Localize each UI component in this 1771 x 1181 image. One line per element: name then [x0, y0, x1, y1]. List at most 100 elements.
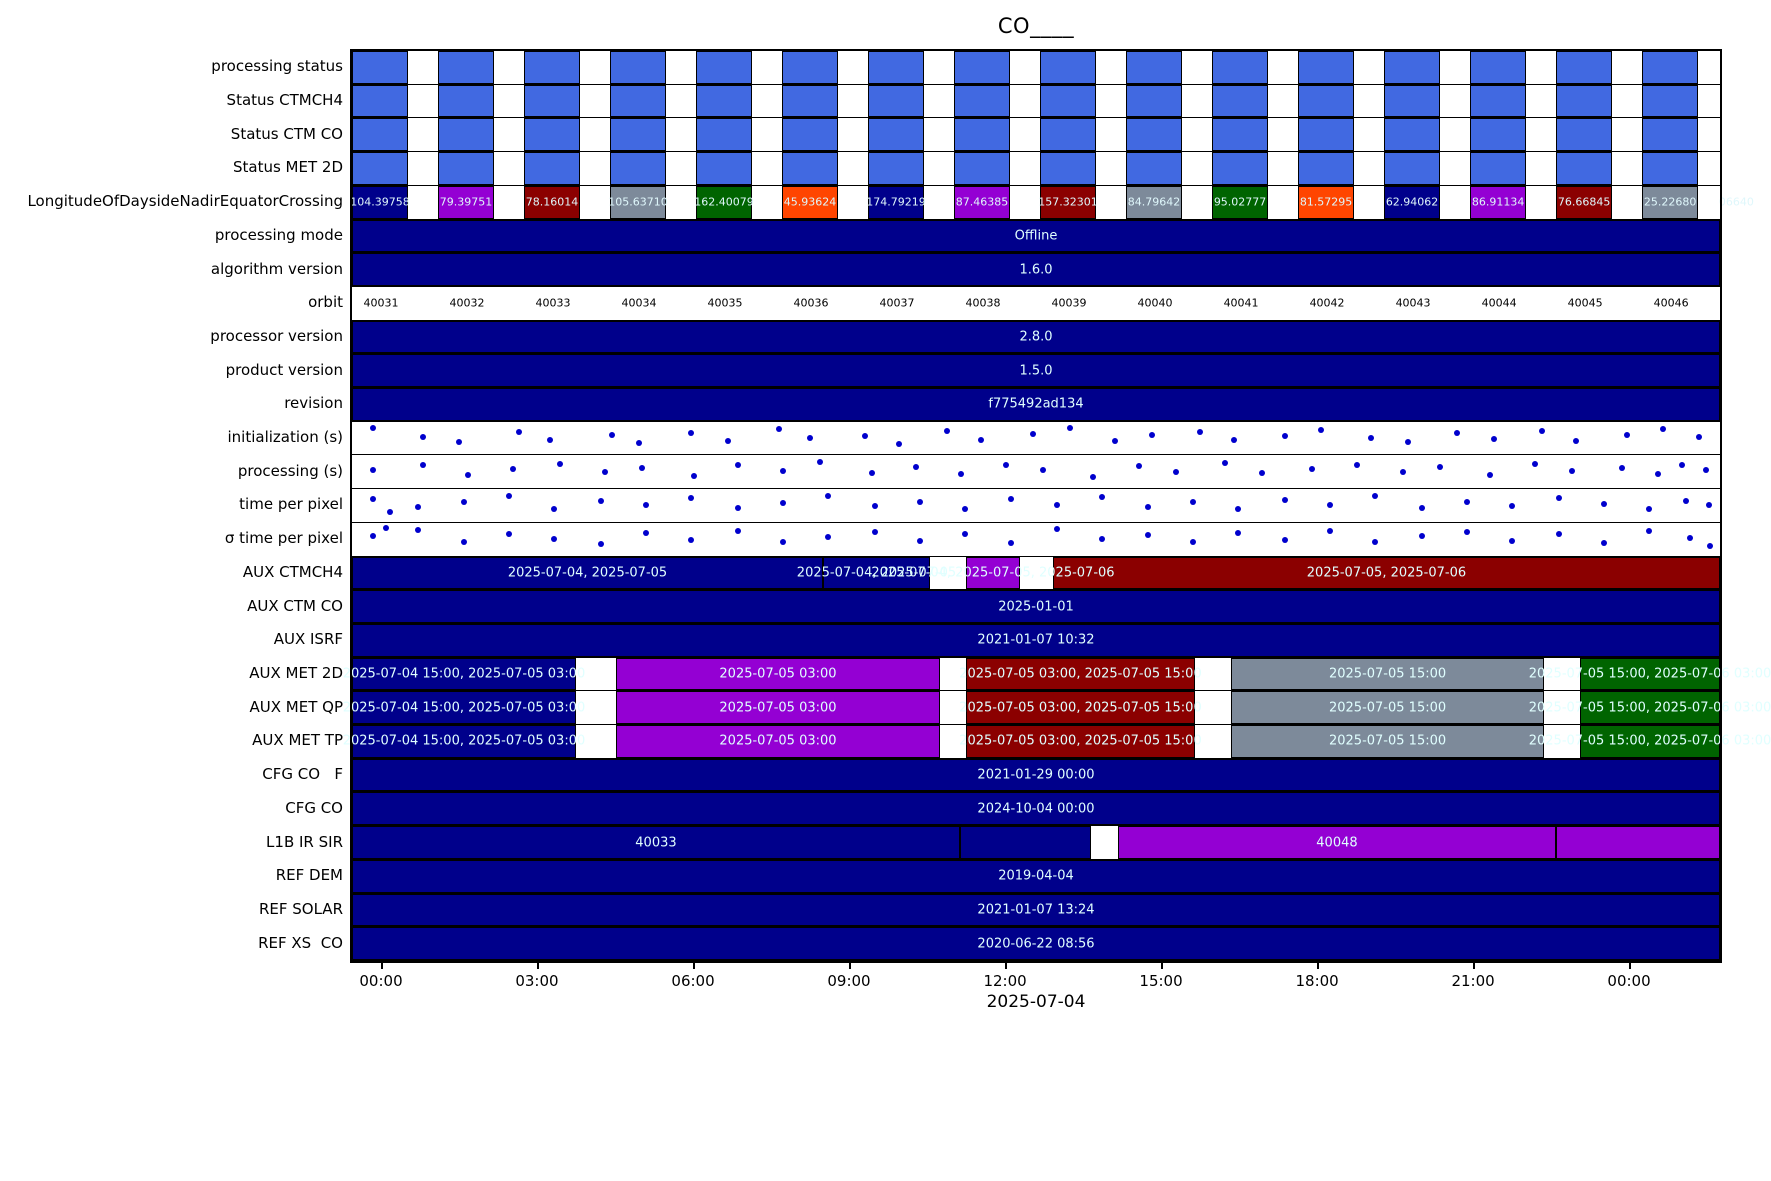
value-bar-text: Offline [1014, 228, 1058, 244]
status-box [1126, 84, 1183, 118]
data-point [1309, 465, 1316, 472]
data-point [1686, 534, 1693, 541]
longitude-value: 105.63710 [608, 195, 668, 209]
chart-row: product version 1.5.0 [226, 354, 1720, 389]
status-box [782, 84, 839, 118]
data-point [547, 436, 554, 443]
data-point [1372, 539, 1379, 546]
longitude-value: 174.79219 [866, 195, 926, 209]
row-label: AUX MET TP [252, 731, 343, 750]
timeline-segment [965, 691, 1195, 725]
status-box [1470, 84, 1527, 118]
axis-tick-label: 00:00 [1607, 972, 1651, 990]
status-box [610, 118, 667, 152]
timeline-segment [965, 556, 1020, 590]
longitude-box [1298, 185, 1355, 219]
chart-row: processing mode Offline [215, 219, 1720, 254]
status-box [610, 152, 667, 185]
status-box [1126, 51, 1183, 84]
status-box [1642, 84, 1699, 118]
timeline-segment [352, 691, 576, 725]
status-box [610, 84, 667, 118]
data-point [1659, 425, 1666, 432]
value-bar [352, 792, 1720, 826]
value-bar-text: 2019-04-04 [998, 868, 1074, 884]
status-box [868, 84, 925, 118]
segment-label: 2025-07-05 15:00 [1328, 733, 1447, 749]
data-point [1368, 435, 1375, 442]
data-point [1569, 468, 1576, 475]
value-bar [352, 893, 1720, 927]
data-point [1682, 497, 1689, 504]
longitude-box [524, 185, 580, 219]
status-box [1642, 152, 1699, 185]
segment-label: 2025-07-04, 2025-07-05, 2025-07-06 [871, 565, 1115, 581]
data-point [414, 527, 421, 534]
data-point [465, 472, 472, 479]
data-point [1555, 495, 1562, 502]
value-bar [352, 590, 1720, 623]
longitude-value: 78.16014 [525, 195, 579, 209]
data-point [1696, 434, 1703, 441]
data-point [1354, 461, 1361, 468]
axis-tick [1317, 961, 1320, 969]
data-point [1098, 535, 1105, 542]
orbit-number: 40040 [1137, 296, 1173, 310]
data-point [1703, 467, 1710, 474]
data-point [896, 440, 903, 447]
status-box [1384, 84, 1441, 118]
data-point [1135, 462, 1142, 469]
timeline-segment [1580, 691, 1720, 725]
row-label: AUX MET 2D [249, 664, 343, 683]
status-box [1040, 51, 1097, 84]
data-point [779, 499, 786, 506]
timeline-segment [965, 725, 1195, 758]
status-box [1298, 51, 1355, 84]
longitude-value: 84.79642 [1127, 195, 1181, 209]
data-point [734, 528, 741, 535]
status-box [1212, 118, 1269, 152]
data-point [871, 503, 878, 510]
longitude-box [1126, 185, 1183, 219]
chart-row: REF SOLAR 2021-01-07 13:24 [259, 893, 1720, 928]
row-label: CFG CO F [262, 765, 343, 784]
status-box [1126, 118, 1183, 152]
orbit-number: 40044 [1481, 296, 1517, 310]
data-point [1645, 528, 1652, 535]
row-label: processor version [210, 327, 343, 346]
timeline-segment [352, 556, 823, 590]
status-box [1556, 51, 1613, 84]
data-point [461, 538, 468, 545]
data-point [515, 428, 522, 435]
chart-title: CO____ [997, 14, 1075, 38]
value-bar [352, 253, 1720, 286]
row-label: REF XS CO [258, 933, 343, 952]
row-label: AUX CTM CO [247, 596, 343, 615]
status-box [868, 118, 925, 152]
data-point [1197, 428, 1204, 435]
status-box [1470, 118, 1527, 152]
data-point [1172, 468, 1179, 475]
data-point [1002, 461, 1009, 468]
row-label: AUX MET QP [249, 697, 344, 716]
longitude-value: 79.39751 [439, 195, 493, 209]
status-box [438, 51, 494, 84]
orbit-number: 40041 [1223, 296, 1259, 310]
value-bar-text: 1.5.0 [1019, 363, 1053, 379]
data-point [957, 471, 964, 478]
data-point [734, 462, 741, 469]
longitude-box [782, 185, 839, 219]
data-point [383, 524, 390, 531]
axis-tick-label: 18:00 [1295, 972, 1339, 990]
status-box [1126, 152, 1183, 185]
data-point [639, 464, 646, 471]
chart-row: processing (s) [238, 455, 1720, 490]
status-box [954, 152, 1011, 185]
chart-row: initialization (s) [227, 422, 1720, 456]
status-box [782, 152, 839, 185]
data-point [1454, 430, 1461, 437]
longitude-box [954, 185, 1011, 219]
data-point [551, 536, 558, 543]
value-bar-text: 2.8.0 [1019, 329, 1053, 345]
